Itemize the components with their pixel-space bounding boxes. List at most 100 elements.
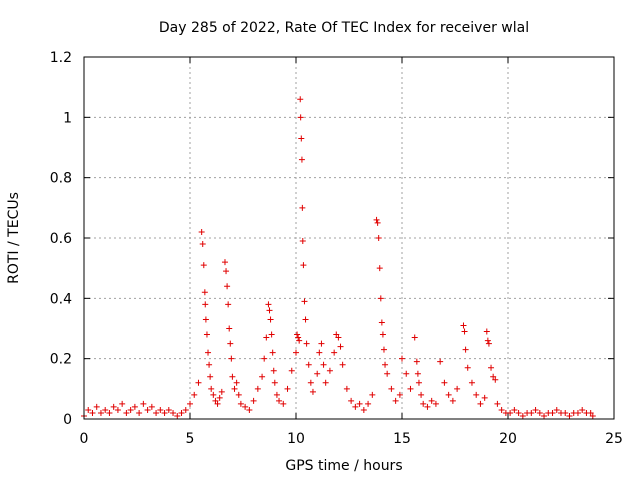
data-point <box>553 406 560 413</box>
data-point <box>356 400 363 407</box>
data-point <box>182 406 189 413</box>
data-point <box>89 409 96 416</box>
data-point <box>485 340 492 347</box>
data-point <box>511 406 518 413</box>
data-point <box>316 349 323 356</box>
data-point <box>460 322 467 329</box>
y-tick-label: 0.2 <box>50 352 72 368</box>
data-point <box>231 385 238 392</box>
data-points <box>81 96 596 419</box>
data-point <box>413 358 420 365</box>
data-point <box>205 349 212 356</box>
plot-frame <box>83 56 615 420</box>
data-point <box>473 391 480 398</box>
x-tick-label: 5 <box>186 431 195 447</box>
data-point <box>549 409 556 416</box>
data-point <box>343 385 350 392</box>
data-point <box>411 334 418 341</box>
data-point <box>307 379 314 386</box>
x-tick-labels: 0 5 10 15 20 25 <box>80 431 623 447</box>
data-point <box>326 367 333 374</box>
data-point <box>208 385 215 392</box>
data-point <box>375 235 382 241</box>
data-point <box>298 156 305 163</box>
data-point <box>303 340 310 347</box>
data-point <box>301 298 308 305</box>
data-point <box>224 283 231 290</box>
data-point <box>266 307 273 314</box>
data-point <box>203 331 210 338</box>
data-point <box>276 397 283 404</box>
data-point <box>198 228 205 235</box>
data-point <box>369 391 376 398</box>
data-point <box>165 406 172 413</box>
data-point <box>201 289 208 296</box>
x-tick-label: 10 <box>287 431 305 447</box>
data-point <box>415 379 422 386</box>
x-axis-label: GPS time / hours <box>285 458 402 474</box>
data-point <box>420 400 427 407</box>
data-point <box>261 355 268 362</box>
data-point <box>106 409 113 416</box>
data-point <box>464 364 471 371</box>
data-point <box>178 409 185 416</box>
data-point <box>335 334 342 341</box>
chart-title: Day 285 of 2022, Rate Of TEC Index for r… <box>159 20 529 36</box>
data-point <box>235 391 242 398</box>
x-tick-label: 20 <box>499 431 517 447</box>
data-point <box>250 397 257 404</box>
data-point <box>528 409 535 416</box>
y-tick-label: 0 <box>63 412 72 428</box>
data-point <box>207 373 214 380</box>
data-point <box>299 204 306 211</box>
data-point <box>119 400 126 407</box>
data-point <box>226 325 233 332</box>
data-point <box>337 343 344 350</box>
data-point <box>339 361 346 368</box>
data-point <box>144 406 151 413</box>
data-point <box>216 394 223 401</box>
data-point <box>227 340 234 347</box>
data-point <box>102 406 109 413</box>
data-point <box>477 400 484 407</box>
data-point <box>191 391 198 398</box>
data-point <box>136 409 143 416</box>
data-point <box>93 403 100 410</box>
data-point <box>314 370 321 377</box>
data-point <box>284 385 291 392</box>
data-point <box>97 409 104 416</box>
data-point <box>293 349 299 356</box>
x-tick-label: 15 <box>393 431 411 447</box>
data-point <box>380 346 387 353</box>
data-point <box>131 403 138 410</box>
data-point <box>202 301 209 308</box>
data-point <box>365 400 372 407</box>
data-point <box>300 262 307 269</box>
data-point <box>242 403 249 410</box>
data-point <box>127 406 134 413</box>
data-point <box>494 400 501 407</box>
data-point <box>490 373 497 380</box>
data-point <box>507 409 514 416</box>
data-point <box>267 316 274 323</box>
data-point <box>348 397 355 404</box>
data-point <box>379 331 386 338</box>
data-point <box>305 361 312 368</box>
data-point <box>322 379 329 386</box>
x-tick-label: 0 <box>80 431 89 447</box>
data-point <box>360 406 367 413</box>
data-point <box>221 259 228 266</box>
data-point <box>566 412 573 419</box>
data-point <box>384 370 391 377</box>
data-point <box>223 268 230 275</box>
data-point <box>298 135 305 142</box>
data-point <box>445 391 452 398</box>
data-point <box>288 367 295 374</box>
data-point <box>228 355 235 362</box>
data-point <box>454 385 461 392</box>
data-point <box>202 316 209 323</box>
data-point <box>333 331 340 338</box>
data-point <box>271 379 278 386</box>
data-point <box>170 409 177 416</box>
